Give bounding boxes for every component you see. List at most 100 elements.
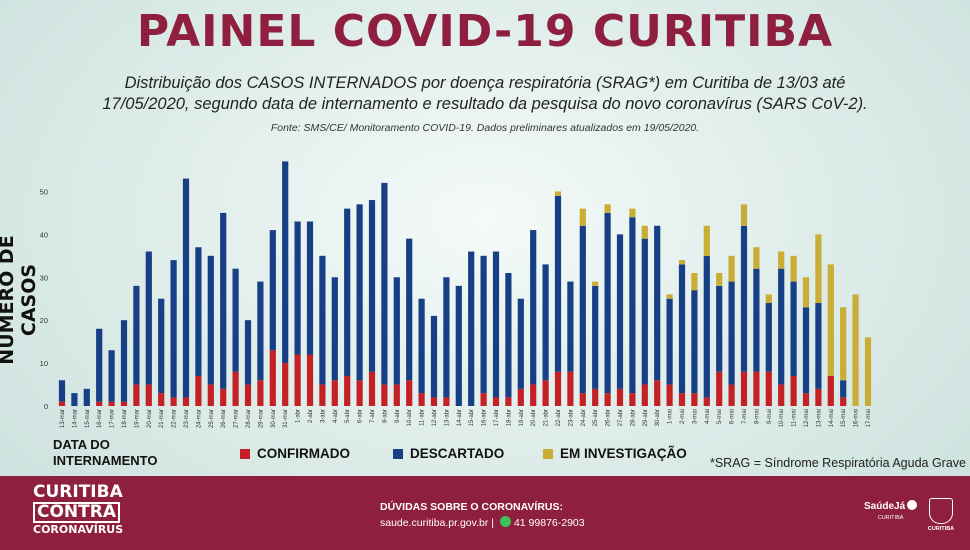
bar-descartado <box>753 268 760 372</box>
crest-icon <box>929 498 953 524</box>
x-tick-label: 16-abr <box>482 409 488 426</box>
bar-investigacao <box>802 277 810 308</box>
bar-descartado <box>108 350 115 402</box>
bar-confirmado <box>406 380 413 406</box>
srag-footnote: *SRAG = Síndrome Respiratória Aguda Grav… <box>709 456 966 470</box>
x-tick-label: 28-abr <box>630 409 636 426</box>
bar-descartado <box>71 393 78 406</box>
bar-confirmado <box>393 384 400 406</box>
bar-descartado <box>282 161 289 364</box>
bar-descartado <box>629 217 636 394</box>
prefeitura-name: CURITIBA <box>927 526 955 532</box>
y-tick-label: 50 <box>40 187 48 196</box>
bar-investigacao <box>604 204 611 213</box>
bar-descartado <box>468 251 475 406</box>
bar-confirmado <box>505 397 512 406</box>
bar-descartado <box>306 221 314 355</box>
bar-investigacao <box>579 208 586 226</box>
saude-ja-logo: SaúdeJá CURITIBA <box>864 500 918 523</box>
bar-confirmado <box>716 371 723 406</box>
bar-descartado <box>182 178 190 398</box>
bar-descartado <box>294 221 301 355</box>
bar-descartado <box>517 298 524 389</box>
bar-descartado <box>505 272 512 398</box>
bar-investigacao <box>691 272 698 291</box>
x-tick-label: 5-mai <box>717 409 723 424</box>
x-tick-label: 14-mai <box>829 409 835 427</box>
bar-investigacao <box>678 260 686 265</box>
x-tick-label: 14-mar <box>72 409 78 428</box>
bar-descartado <box>195 247 202 376</box>
x-tick-label: 17-abr <box>494 409 500 426</box>
website-link[interactable]: saude.curitiba.pr.gov.br <box>380 517 489 529</box>
x-tick-label: 3-abr <box>320 409 326 423</box>
bar-confirmado <box>96 401 103 406</box>
x-tick-label: 16-mar <box>97 409 103 428</box>
x-tick-label: 29-abr <box>643 409 649 426</box>
bar-confirmado <box>195 375 202 406</box>
bar-descartado <box>778 268 785 385</box>
x-tick-label: 25-mar <box>209 409 215 428</box>
brand-line-1: CURITIBA <box>33 482 123 502</box>
bar-confirmado <box>443 397 450 406</box>
x-tick-label: 19-mar <box>134 409 140 428</box>
saude-ja-sub: CURITIBA <box>877 515 904 521</box>
bar-confirmado <box>579 393 586 406</box>
bar-confirmado <box>170 397 177 406</box>
bar-descartado <box>83 388 90 406</box>
bar-investigacao <box>703 225 710 256</box>
bar-confirmado <box>604 393 611 406</box>
prefeitura-logo: CURITIBA <box>924 498 958 532</box>
bar-descartado <box>406 238 413 381</box>
bar-investigacao <box>790 255 797 282</box>
x-tick-label: 12-mai <box>804 409 810 427</box>
bar-descartado <box>393 277 400 385</box>
bar-descartado <box>716 285 723 372</box>
bar-confirmado <box>629 393 636 406</box>
x-tick-label: 22-mar <box>172 409 178 428</box>
bar-confirmado <box>840 397 847 406</box>
bar-descartado <box>765 303 772 372</box>
bar-confirmado <box>542 380 549 406</box>
x-tick-label: 15-abr <box>469 409 475 426</box>
bar-confirmado <box>567 371 574 406</box>
bar-descartado <box>790 281 797 376</box>
bar-confirmado <box>108 401 115 406</box>
saude-ja-name: SaúdeJá <box>864 501 906 512</box>
bar-descartado <box>840 380 847 398</box>
bar-descartado <box>430 315 438 398</box>
bar-confirmado <box>654 380 661 406</box>
x-tick-label: 4-mai <box>705 409 711 424</box>
legend-swatch-investigacao <box>543 448 553 459</box>
bar-descartado <box>492 251 500 398</box>
x-tick-label: 18-mar <box>122 409 128 428</box>
whatsapp-phone[interactable]: 41 99876-2903 <box>513 517 585 529</box>
x-tick-label: 15-mai <box>841 409 847 427</box>
bar-confirmado <box>691 393 698 406</box>
x-tick-label: 24-mar <box>196 409 202 428</box>
bar-investigacao <box>666 294 673 299</box>
x-tick-label: 15-mar <box>85 409 91 428</box>
bar-descartado <box>567 281 574 372</box>
bar-descartado <box>728 281 735 385</box>
x-axis-caption-line-1: DATA DO <box>53 437 110 452</box>
x-tick-label: 17-mar <box>110 409 116 428</box>
bar-descartado <box>158 298 165 394</box>
bar-confirmado <box>703 397 710 406</box>
bar-confirmado <box>430 397 438 406</box>
x-tick-label: 30-abr <box>655 409 661 426</box>
x-tick-label: 19-abr <box>519 409 525 426</box>
bar-confirmado <box>158 393 165 406</box>
bar-confirmado <box>368 371 376 406</box>
x-tick-label: 23-mar <box>184 409 190 428</box>
x-tick-label: 10-mai <box>779 409 785 427</box>
x-tick-label: 28-mar <box>246 409 252 428</box>
footer-banner <box>0 476 970 550</box>
bar-descartado <box>579 225 586 394</box>
x-tick-label: 14-abr <box>457 409 463 426</box>
bar-investigacao <box>864 337 872 406</box>
bar-descartado <box>592 285 599 389</box>
bar-confirmado <box>740 371 748 406</box>
bar-descartado <box>616 234 624 389</box>
bar-confirmado <box>244 384 252 406</box>
